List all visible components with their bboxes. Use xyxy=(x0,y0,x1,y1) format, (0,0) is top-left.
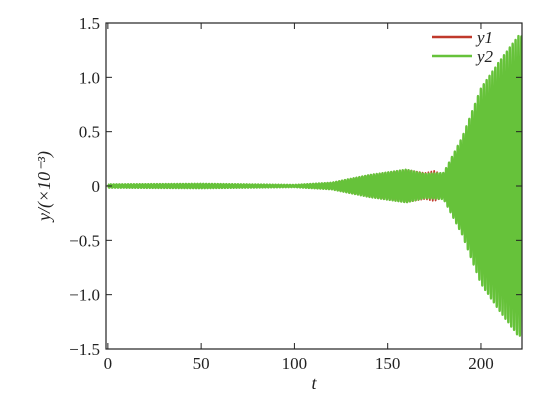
ticks-layer: 0 50 100 150 200 −1.5 −1.0 −0.5 0 0.5 1.0 1.5 xyxy=(69,14,522,373)
legend-label-y1: y1 xyxy=(475,28,493,47)
y-tick-label: 0 xyxy=(92,177,101,196)
y-tick-label: 1.5 xyxy=(79,14,100,33)
y-tick-label: −1.5 xyxy=(69,340,100,359)
series-layer xyxy=(106,34,522,337)
y-axis-label: y/(×10⁻³) xyxy=(34,151,55,223)
y-tick-label: 1.0 xyxy=(79,68,100,87)
y-tick-label: −1.0 xyxy=(69,286,100,305)
x-tick-label: 0 xyxy=(104,354,113,373)
x-tick-label: 50 xyxy=(193,354,210,373)
series-line-y2 xyxy=(106,34,522,337)
x-tick-label: 100 xyxy=(282,354,308,373)
y-tick-label: −0.5 xyxy=(69,231,100,250)
y-tick-label: 0.5 xyxy=(79,123,100,142)
x-tick-label: 150 xyxy=(375,354,401,373)
legend-label-y2: y2 xyxy=(475,47,494,66)
x-tick-label: 200 xyxy=(468,354,494,373)
x-axis-label: t xyxy=(311,373,317,393)
